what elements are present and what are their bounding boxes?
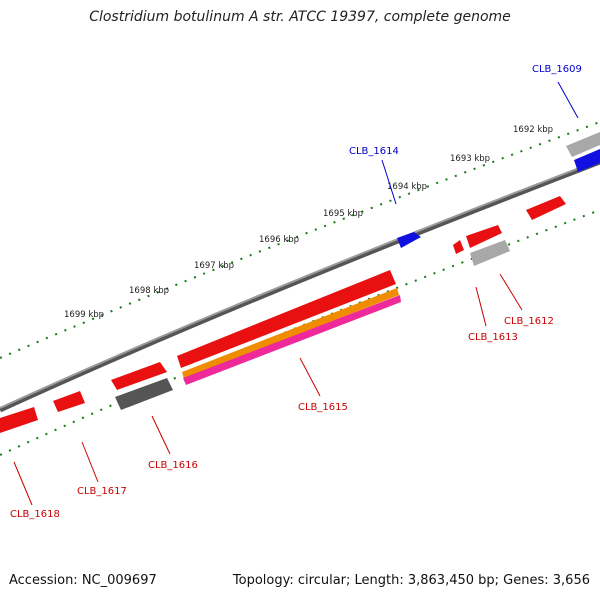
gene-clb1615-red[interactable] [177, 270, 396, 368]
label-clb1616: CLB_1616 [148, 460, 198, 471]
gene-clb1617[interactable] [53, 391, 85, 412]
gene-clb1615-magenta[interactable] [183, 295, 401, 385]
gene-clb1618[interactable] [0, 407, 38, 433]
scale-label-1697: 1697 kbp [194, 261, 234, 271]
outer-tick-ring [0, 121, 600, 359]
leader-clb1616 [151, 415, 171, 455]
leader-clb1612 [499, 273, 523, 311]
leader-clb1615 [299, 357, 321, 397]
accession-text: Accession: NC_009697 [9, 573, 157, 588]
gene-clb1615-orange[interactable] [182, 288, 399, 379]
gene-clb1612[interactable] [470, 240, 510, 266]
gene-clb1616[interactable] [115, 378, 173, 410]
gene-red-1616[interactable] [111, 362, 167, 390]
scale-label-1696: 1696 kbp [259, 235, 299, 245]
gene-red-right[interactable] [526, 196, 566, 220]
scale-label-1693: 1693 kbp [450, 154, 490, 164]
label-clb1613: CLB_1613 [468, 332, 518, 343]
label-clb1614: CLB_1614 [349, 146, 399, 157]
scale-label-1695: 1695 kbp [323, 209, 363, 219]
genome-backbone-highlight [0, 159, 600, 409]
scale-label-1699: 1699 kbp [64, 310, 104, 320]
genome-backbone [0, 159, 600, 413]
leader-clb1614 [381, 159, 397, 205]
label-clb1612: CLB_1612 [504, 316, 554, 327]
label-clb1615: CLB_1615 [298, 402, 348, 413]
leader-clb1613 [475, 286, 487, 327]
leader-clb1609 [557, 81, 579, 119]
gene-gray-top-right[interactable] [566, 132, 600, 157]
leader-clb1617 [81, 441, 99, 483]
label-clb1617: CLB_1617 [77, 486, 127, 497]
gene-clb1613[interactable] [453, 240, 464, 254]
genome-summary: Topology: circular; Length: 3,863,450 bp… [232, 573, 590, 588]
leader-clb1618 [13, 461, 33, 506]
label-clb1609: CLB_1609 [532, 64, 582, 75]
scale-label-1698: 1698 kbp [129, 286, 169, 296]
map-title: Clostridium botulinum A str. ATCC 19397,… [89, 9, 511, 25]
gene-clb1609-forward[interactable] [574, 149, 600, 172]
gene-red-1612a[interactable] [466, 225, 502, 248]
label-clb1618: CLB_1618 [10, 509, 60, 520]
gene-clb1614-forward[interactable] [397, 232, 421, 248]
scale-label-1692: 1692 kbp [513, 125, 553, 135]
scale-label-1694: 1694 kbp [387, 182, 427, 192]
